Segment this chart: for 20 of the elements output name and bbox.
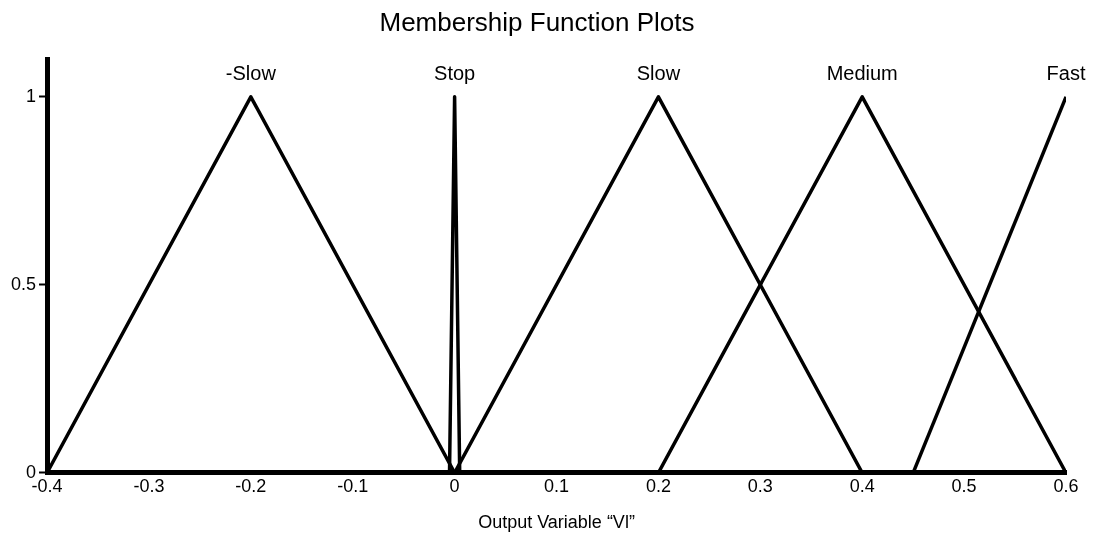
series-label: Slow bbox=[636, 62, 681, 85]
x-tick-label: 0 bbox=[449, 475, 460, 496]
x-tick-label: 0.4 bbox=[849, 475, 875, 496]
x-tick-label: -0.1 bbox=[337, 475, 369, 496]
y-tick-label: 1 bbox=[26, 85, 37, 106]
x-tick-label: 0.6 bbox=[1053, 475, 1079, 496]
x-tick-label: 0.2 bbox=[645, 475, 671, 496]
y-tick-label: 0.5 bbox=[10, 273, 37, 294]
x-axis-title: Output Variable “Vl” bbox=[478, 512, 635, 533]
series-label: -Slow bbox=[225, 62, 277, 85]
x-tick-label: 0.3 bbox=[747, 475, 773, 496]
x-tick-label: 0.5 bbox=[951, 475, 977, 496]
series-label: Stop bbox=[434, 62, 476, 85]
chart-title: Membership Function Plots bbox=[379, 6, 695, 37]
x-tick-label: 0.1 bbox=[544, 475, 570, 496]
x-tick-label: -0.2 bbox=[235, 475, 267, 496]
series-label: Fast bbox=[1046, 62, 1086, 85]
x-tick-label: -0.3 bbox=[133, 475, 165, 496]
series-label: Medium bbox=[826, 62, 898, 85]
y-tick-label: 0 bbox=[26, 461, 37, 482]
